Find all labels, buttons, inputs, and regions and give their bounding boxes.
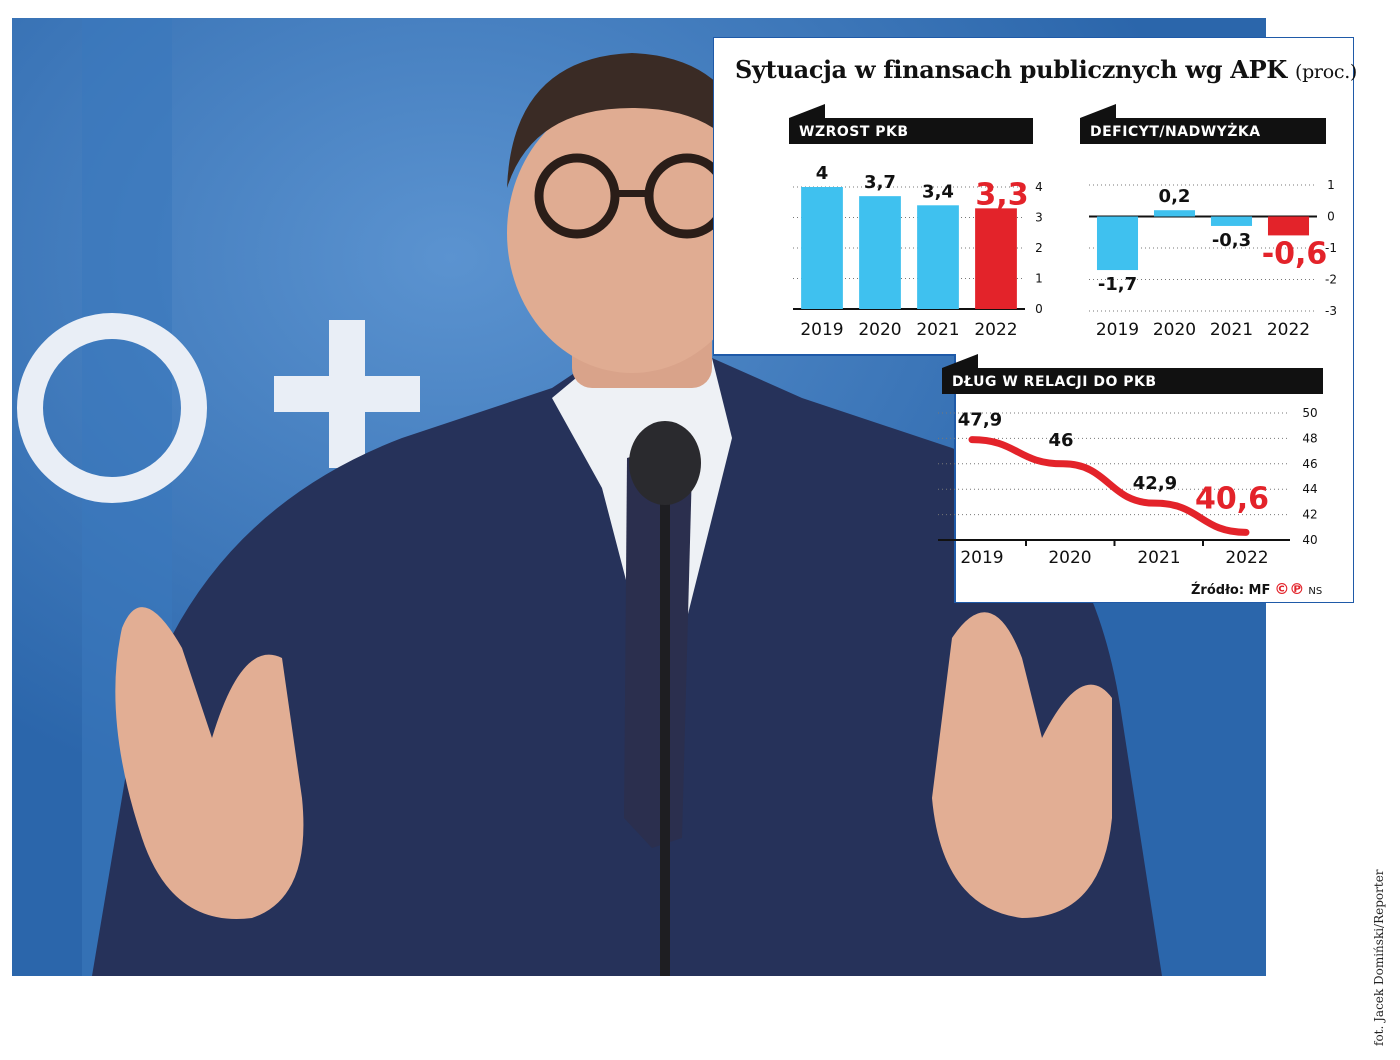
gdp-bar (859, 196, 901, 309)
photo-credit: fot. Jacek Domiński/Reporter (1372, 869, 1386, 1046)
chart-title-debt: DŁUG W RELACJI DO PKB (952, 374, 1157, 390)
author-initials: NS (1308, 586, 1323, 597)
debt-ytick-label: 46 (1302, 457, 1317, 471)
debt-ytick-label: 42 (1302, 508, 1317, 522)
deficit-x-label: 2022 (1267, 320, 1310, 340)
chart-gdp: 0 1 2 3 4 4 2019 3,7 2020 3,4 2021 3,3 2022 (793, 163, 1043, 340)
gdp-ytick-label: 1 (1035, 272, 1043, 286)
title-unit: (proc.) (1294, 61, 1358, 83)
debt-ytick-label: 48 (1302, 431, 1317, 445)
gdp-bar (975, 208, 1017, 309)
gdp-x-label: 2021 (916, 320, 959, 340)
deficit-data-label: 0,2 (1159, 186, 1191, 207)
debt-x-label: 2022 (1225, 548, 1268, 568)
infographic-panel: Sytuacja w finansach publicznych wg APK … (713, 37, 1357, 603)
deficit-ytick-label: 0 (1327, 210, 1335, 224)
plus-sign (329, 320, 365, 468)
debt-point (1061, 462, 1065, 466)
gdp-data-label: 3,4 (922, 181, 954, 202)
debt-data-label: 46 (1048, 430, 1073, 451)
circle-sign (17, 313, 207, 503)
deficit-x-label: 2021 (1210, 320, 1253, 340)
gdp-bar (917, 205, 959, 309)
gdp-ytick-label: 0 (1035, 302, 1043, 316)
deficit-bar (1153, 210, 1196, 217)
debt-ytick-label: 44 (1302, 482, 1317, 496)
deficit-data-label: -0,6 (1262, 236, 1328, 271)
gdp-data-label: 3,3 (975, 177, 1028, 212)
deficit-x-label: 2020 (1153, 320, 1196, 340)
deficit-x-label: 2019 (1096, 320, 1139, 340)
chart-debt: 50 48 46 44 42 40 47,9 2019 46 2020 42,9 2021 40,6 20… (938, 406, 1318, 568)
gdp-x-label: 2022 (974, 320, 1017, 340)
chart-title-gdp: WZROST PKB (799, 124, 909, 140)
debt-x-label: 2021 (1137, 548, 1180, 568)
chart-title-deficit: DEFICYT/NADWYŻKA (1090, 124, 1261, 140)
debt-x-label: 2019 (960, 548, 1003, 568)
source-text: Źródło: MF (1191, 583, 1271, 598)
deficit-ytick-label: -2 (1325, 273, 1337, 287)
infographic-title: Sytuacja w finansach publicznych wg APK … (735, 55, 1357, 84)
gdp-ytick-label: 3 (1035, 211, 1043, 225)
deficit-bar (1267, 216, 1310, 236)
gdp-data-label: 3,7 (864, 172, 896, 193)
deficit-data-label: -0,3 (1212, 230, 1251, 251)
debt-ytick-label: 40 (1302, 533, 1317, 547)
chart-header-deficit: DEFICYT/NADWYŻKA (1080, 104, 1326, 144)
debt-point (1153, 501, 1157, 505)
deficit-bar (1210, 216, 1253, 226)
gdp-data-label: 4 (816, 163, 829, 184)
gdp-bar (801, 187, 843, 309)
gdp-ytick-label: 4 (1035, 180, 1043, 194)
publisher-logo: ©℗ (1274, 580, 1305, 598)
deficit-ytick-label: 1 (1327, 178, 1335, 192)
deficit-bar (1096, 216, 1139, 271)
debt-data-label: 42,9 (1133, 473, 1177, 494)
chart-header-gdp: WZROST PKB (789, 104, 1033, 144)
gdp-ytick-label: 2 (1035, 241, 1043, 255)
chart-deficit: 1 0 -1 -2 -3 -1,7 2019 0,2 2020 -0,3 2021 -0,6 2022 (1089, 178, 1337, 340)
debt-data-label: 47,9 (958, 410, 1002, 431)
deficit-ytick-label: -1 (1325, 241, 1337, 255)
debt-x-label: 2020 (1048, 548, 1091, 568)
source-line: Źródło: MF ©℗ NS (1191, 580, 1322, 598)
chart-header-debt: DŁUG W RELACJI DO PKB (942, 354, 1323, 394)
debt-data-label: 40,6 (1195, 481, 1269, 516)
debt-point (970, 438, 974, 442)
title-text: Sytuacja w finansach publicznych wg APK (735, 55, 1287, 84)
deficit-data-label: -1,7 (1098, 274, 1137, 295)
debt-point (1244, 530, 1248, 534)
gdp-x-label: 2020 (858, 320, 901, 340)
gdp-x-label: 2019 (800, 320, 843, 340)
debt-series-line (968, 436, 1250, 536)
debt-ytick-label: 50 (1302, 406, 1317, 420)
deficit-ytick-label: -3 (1325, 304, 1337, 318)
